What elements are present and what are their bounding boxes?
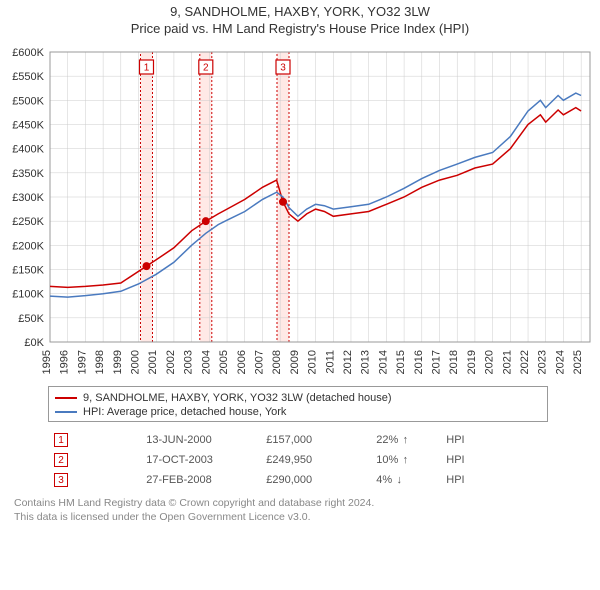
x-tick-label: 2019 (466, 350, 478, 374)
x-tick-label: 2009 (289, 350, 301, 374)
sale-pct: 22% ↑ (370, 430, 440, 450)
y-tick-label: £600K (12, 47, 44, 59)
y-tick-label: £350K (12, 168, 44, 180)
table-row: 1 13-JUN-2000£157,00022% ↑HPI (48, 430, 548, 450)
x-tick-label: 2023 (537, 350, 549, 374)
sale-dot (202, 217, 210, 225)
sale-pct: 10% ↑ (370, 450, 440, 470)
x-tick-label: 2017 (431, 350, 443, 374)
chart-legend: 9, SANDHOLME, HAXBY, YORK, YO32 3LW (det… (48, 386, 548, 422)
sale-price: £157,000 (260, 430, 370, 450)
x-tick-label: 2025 (572, 350, 584, 374)
x-tick-label: 2003 (183, 350, 195, 374)
table-row: 2 17-OCT-2003£249,95010% ↑HPI (48, 450, 548, 470)
x-tick-label: 2016 (413, 350, 425, 374)
legend-row: 9, SANDHOLME, HAXBY, YORK, YO32 3LW (det… (55, 391, 541, 405)
title-line-1: 9, SANDHOLME, HAXBY, YORK, YO32 3LW (0, 4, 600, 19)
credits: Contains HM Land Registry data © Crown c… (14, 496, 600, 524)
y-tick-label: £400K (12, 144, 44, 156)
y-tick-label: £0K (24, 337, 44, 349)
y-tick-label: £450K (12, 120, 44, 132)
x-tick-label: 2015 (395, 350, 407, 374)
legend-label: HPI: Average price, detached house, York (83, 405, 286, 419)
x-tick-label: 2010 (307, 350, 319, 374)
y-tick-label: £150K (12, 265, 44, 277)
y-tick-label: £100K (12, 289, 44, 301)
x-tick-label: 2001 (147, 350, 159, 374)
sale-id-box: 2 (54, 453, 68, 467)
sale-marker-label: 1 (144, 63, 150, 74)
x-tick-label: 2006 (236, 350, 248, 374)
y-tick-label: £250K (12, 216, 44, 228)
x-tick-label: 2008 (271, 350, 283, 374)
x-tick-label: 2014 (377, 350, 389, 374)
x-tick-label: 2013 (360, 350, 372, 374)
sale-vs: HPI (440, 470, 548, 490)
x-tick-label: 1997 (76, 350, 88, 374)
sale-date: 27-FEB-2008 (140, 470, 260, 490)
sale-price: £290,000 (260, 470, 370, 490)
table-row: 3 27-FEB-2008£290,0004% ↓HPI (48, 470, 548, 490)
x-tick-label: 2012 (342, 350, 354, 374)
arrow-up-icon: ↑ (401, 434, 409, 446)
sale-dot (279, 198, 287, 206)
legend-row: HPI: Average price, detached house, York (55, 405, 541, 419)
x-tick-label: 2004 (200, 350, 212, 374)
x-tick-label: 2024 (554, 350, 566, 374)
x-tick-label: 1998 (94, 350, 106, 374)
sale-pct: 4% ↓ (370, 470, 440, 490)
credit-line-1: Contains HM Land Registry data © Crown c… (14, 496, 600, 510)
arrow-up-icon: ↑ (401, 454, 409, 466)
arrow-down-icon: ↓ (395, 474, 403, 486)
x-tick-label: 2018 (448, 350, 460, 374)
x-tick-label: 1995 (41, 350, 53, 374)
x-tick-label: 2000 (130, 350, 142, 374)
x-tick-label: 2007 (253, 350, 265, 374)
sale-marker-label: 3 (280, 63, 286, 74)
x-tick-label: 2002 (165, 350, 177, 374)
sale-id-box: 1 (54, 433, 68, 447)
sales-table: 1 13-JUN-2000£157,00022% ↑HPI 2 17-OCT-2003… (48, 430, 548, 490)
x-tick-label: 1996 (59, 350, 71, 374)
sale-vs: HPI (440, 450, 548, 470)
price-chart: £0K £50K £100K £150K £200K £250K £300K £350K £40… (0, 42, 600, 382)
x-tick-label: 2022 (519, 350, 531, 374)
legend-swatch-red (55, 397, 77, 399)
x-tick-label: 2005 (218, 350, 230, 374)
x-tick-label: 1999 (112, 350, 124, 374)
y-tick-label: £300K (12, 192, 44, 204)
credit-line-2: This data is licensed under the Open Gov… (14, 510, 600, 524)
y-tick-label: £550K (12, 71, 44, 83)
legend-label: 9, SANDHOLME, HAXBY, YORK, YO32 3LW (det… (83, 391, 392, 405)
sale-price: £249,950 (260, 450, 370, 470)
y-tick-label: £500K (12, 95, 44, 107)
x-tick-label: 2021 (501, 350, 513, 374)
sale-date: 13-JUN-2000 (140, 430, 260, 450)
y-tick-label: £50K (18, 313, 44, 325)
sale-vs: HPI (440, 430, 548, 450)
x-tick-label: 2020 (484, 350, 496, 374)
title-line-2: Price paid vs. HM Land Registry's House … (0, 21, 600, 36)
sale-dot (142, 262, 150, 270)
sale-id-box: 3 (54, 473, 68, 487)
legend-swatch-blue (55, 411, 77, 413)
x-tick-label: 2011 (324, 350, 336, 374)
sale-marker-label: 2 (203, 63, 209, 74)
y-tick-label: £200K (12, 240, 44, 252)
sale-date: 17-OCT-2003 (140, 450, 260, 470)
